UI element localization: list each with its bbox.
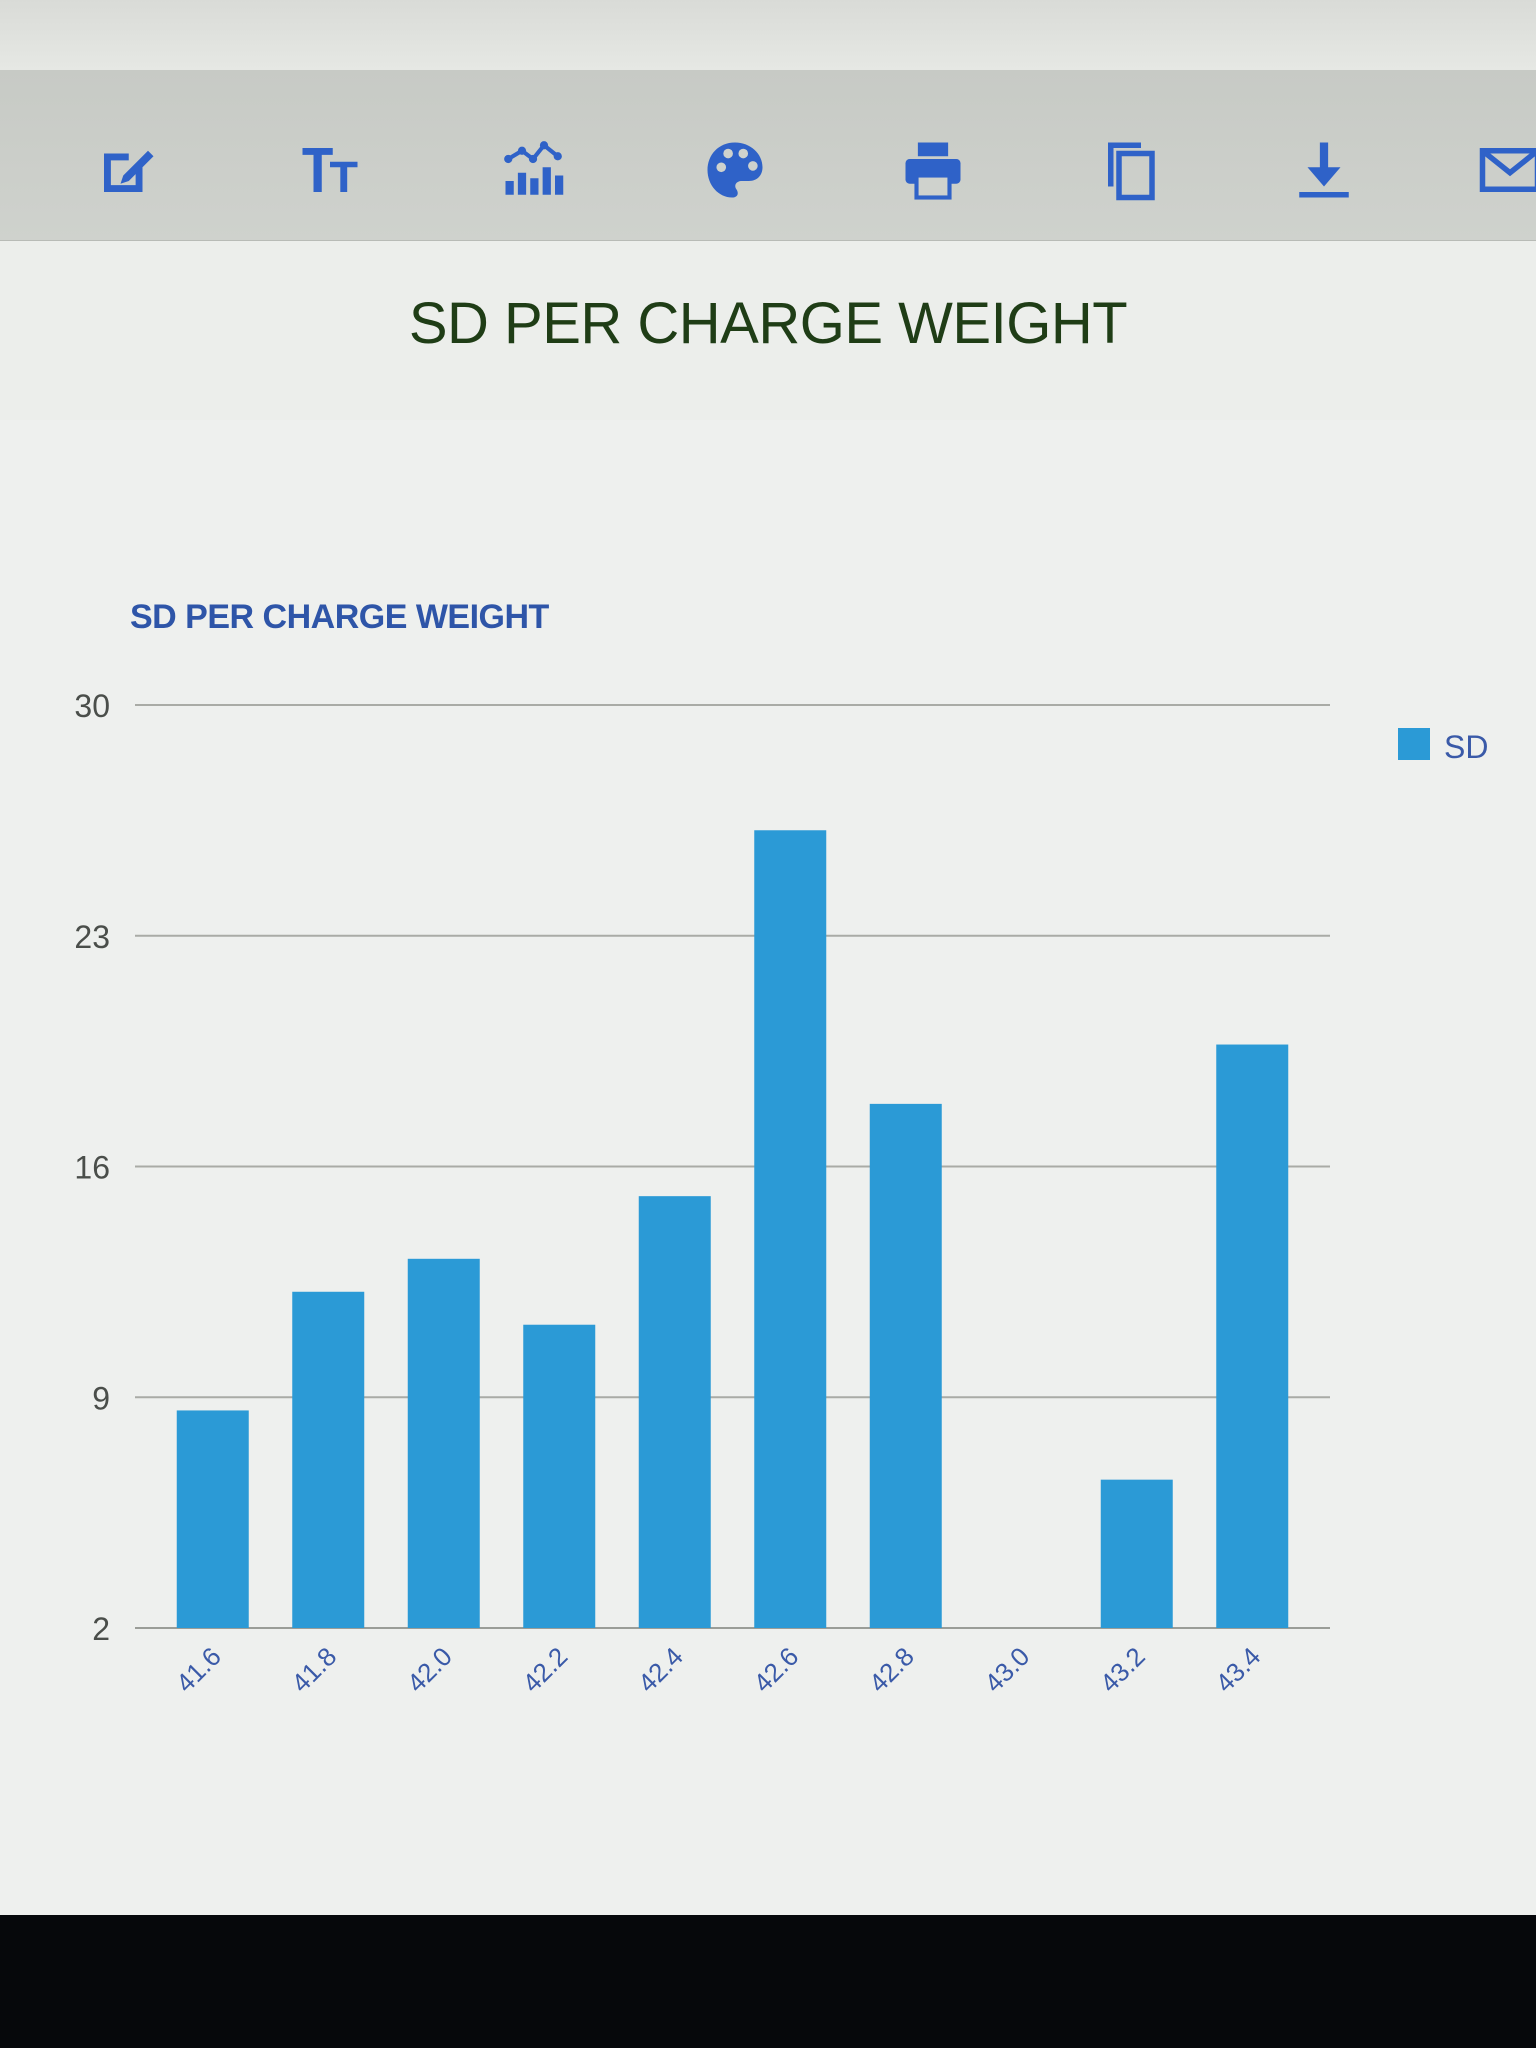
bar: [869, 1103, 942, 1628]
y-tick-label: 2: [92, 1611, 110, 1647]
print-button[interactable]: [893, 130, 973, 210]
bar: [407, 1258, 480, 1628]
copy-button[interactable]: [1090, 130, 1170, 210]
bar: [176, 1410, 249, 1628]
y-tick-label: 16: [74, 1150, 110, 1186]
print-icon: [905, 142, 961, 200]
bar: [292, 1291, 365, 1628]
legend-swatch: [1398, 728, 1430, 760]
download-button[interactable]: [1284, 130, 1364, 210]
bar: [638, 1196, 711, 1628]
edit-button[interactable]: [86, 130, 166, 210]
x-tick-label: 42.2: [516, 1641, 573, 1698]
toolbar: [0, 70, 1536, 241]
page-title: SD PER CHARGE WEIGHT: [408, 291, 1128, 356]
palette-button[interactable]: [695, 130, 775, 210]
edit-icon: [104, 150, 154, 192]
chart-type-icon: [504, 141, 564, 195]
palette-icon: [707, 142, 763, 198]
mail-button[interactable]: [1470, 130, 1536, 210]
x-tick-label: 42.6: [747, 1641, 804, 1698]
text-size-button[interactable]: [290, 130, 370, 210]
legend-label: SD: [1444, 729, 1488, 765]
x-tick-label: 41.6: [170, 1641, 227, 1698]
x-tick-label: 42.0: [401, 1641, 458, 1698]
window-top: [0, 0, 1536, 70]
copy-icon: [1108, 142, 1155, 201]
bar: [523, 1324, 596, 1628]
y-tick-label: 9: [92, 1380, 110, 1416]
bar: [1100, 1479, 1173, 1628]
x-tick-label: 42.8: [863, 1641, 920, 1698]
chart-type-button[interactable]: [493, 130, 573, 210]
screen-bezel: [0, 1915, 1536, 2048]
mail-icon: [1479, 148, 1536, 192]
chart-title: SD PER CHARGE WEIGHT: [130, 598, 549, 636]
x-tick-label: 43.2: [1094, 1641, 1151, 1698]
x-tick-label: 43.4: [1209, 1641, 1266, 1698]
bar: [754, 830, 827, 1628]
y-tick-label: 30: [74, 688, 110, 724]
download-icon: [1299, 142, 1349, 198]
x-tick-label: 41.8: [285, 1641, 342, 1698]
x-tick-label: 43.0: [978, 1641, 1035, 1698]
text-size-icon: [302, 148, 358, 192]
x-tick-label: 42.4: [632, 1641, 689, 1698]
bar: [1216, 1044, 1289, 1628]
y-tick-label: 23: [74, 919, 110, 955]
